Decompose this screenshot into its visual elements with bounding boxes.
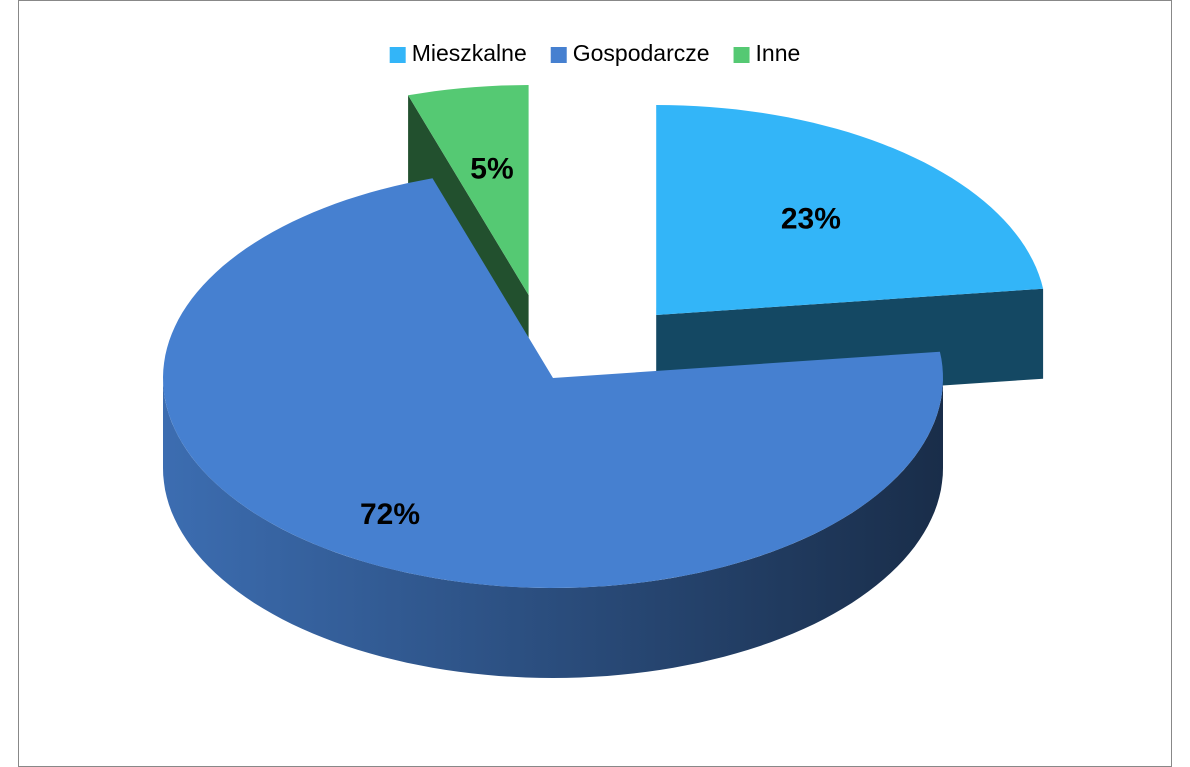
legend-swatch [733, 47, 750, 63]
legend-swatch [389, 47, 406, 63]
legend: Mieszkalne Gospodarcze Inne [389, 40, 801, 66]
value-label: 72% [360, 498, 420, 531]
legend-label: Gospodarcze [573, 40, 710, 66]
value-label: 23% [781, 202, 841, 235]
value-label: 5% [470, 153, 513, 186]
pie: 23% 72% 5% [163, 85, 1044, 678]
legend-label: Inne [756, 40, 801, 66]
legend-swatch [550, 47, 567, 63]
slice-wall [163, 378, 943, 678]
pie-slice [408, 85, 529, 295]
pie-slice [656, 105, 1044, 315]
legend-label: Mieszkalne [412, 40, 527, 66]
pie-slice [163, 178, 943, 589]
